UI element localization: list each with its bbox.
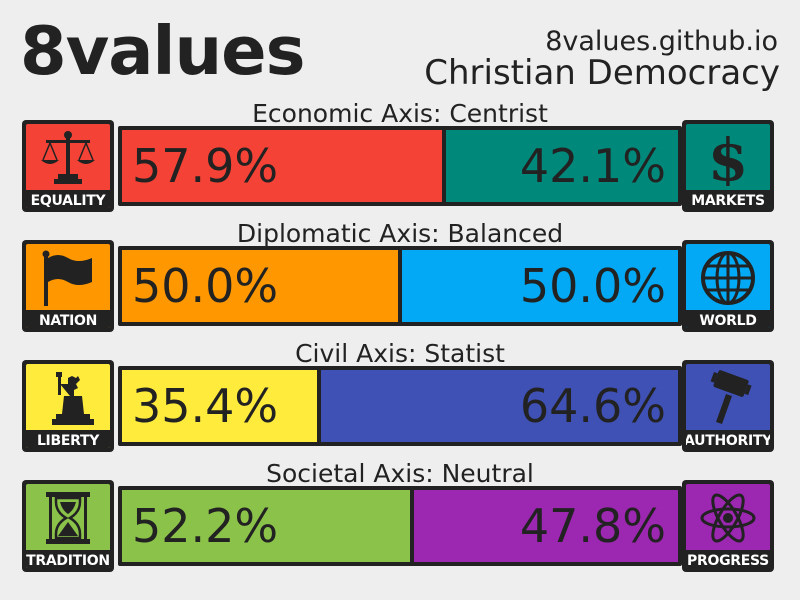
world-percent: 50.0%: [402, 250, 678, 322]
world-box: WORLD: [682, 240, 774, 332]
world-label: WORLD: [686, 310, 770, 328]
equality-percent: 57.9%: [122, 130, 442, 202]
liberty-percent: 35.4%: [122, 370, 317, 442]
progress-percent: 47.8%: [414, 490, 678, 562]
tradition-box: TRADITION: [22, 480, 114, 572]
axis-label-societal: Societal Axis: Neutral: [266, 459, 534, 488]
brand-title: 8values: [20, 12, 305, 90]
equality-box: EQUALITY: [22, 120, 114, 212]
authority-percent: 64.6%: [321, 370, 678, 442]
ideology-title: Christian Democracy: [424, 53, 780, 93]
nation-percent: 50.0%: [122, 250, 398, 322]
nation-box: NATION: [22, 240, 114, 332]
bar-divider: [398, 250, 402, 322]
diplomatic-bar: 50.0% 50.0%: [118, 246, 682, 326]
nation-label: NATION: [26, 310, 110, 328]
authority-box: AUTHORITY: [682, 360, 774, 452]
liberty-box: LIBERTY: [22, 360, 114, 452]
societal-bar: 52.2% 47.8%: [118, 486, 682, 566]
progress-box: PROGRESS: [682, 480, 774, 572]
axis-label-diplomatic: Diplomatic Axis: Balanced: [236, 219, 564, 248]
svg-text:$: $: [708, 130, 748, 186]
liberty-label: LIBERTY: [26, 430, 110, 448]
markets-label: MARKETS: [686, 190, 770, 208]
equality-label: EQUALITY: [26, 190, 110, 208]
tradition-label: TRADITION: [26, 550, 110, 568]
bar-divider: [410, 490, 414, 562]
markets-box: $ MARKETS: [682, 120, 774, 212]
tradition-percent: 52.2%: [122, 490, 410, 562]
authority-label: AUTHORITY: [686, 430, 770, 448]
axis-label-civil: Civil Axis: Statist: [295, 339, 505, 368]
site-url: 8values.github.io: [545, 26, 778, 57]
axis-label-economic: Economic Axis: Centrist: [252, 99, 548, 128]
bar-divider: [442, 130, 446, 202]
markets-percent: 42.1%: [446, 130, 678, 202]
bar-divider: [317, 370, 321, 442]
civil-bar: 35.4% 64.6%: [118, 366, 682, 446]
progress-label: PROGRESS: [686, 550, 770, 568]
economic-bar: 57.9% 42.1%: [118, 126, 682, 206]
